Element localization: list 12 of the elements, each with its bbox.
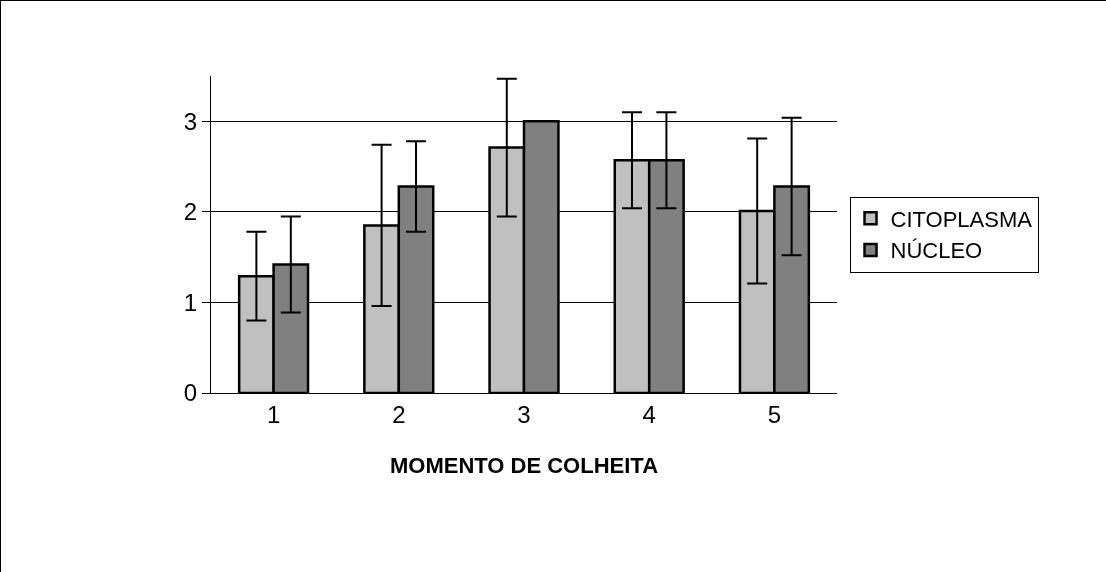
legend-label: CITOPLASMA — [890, 206, 1033, 232]
x-tick-label: 4 — [642, 400, 656, 428]
x-tick-label: 2 — [392, 400, 406, 428]
y-tick-label: 0 — [183, 379, 198, 407]
x-tick-label: 3 — [517, 400, 531, 428]
legend-label: NÚCLEO — [890, 238, 983, 264]
y-tick-label: 1 — [183, 288, 198, 316]
y-tick-label: 2 — [183, 198, 198, 226]
y-tick-label: 3 — [183, 107, 198, 135]
x-tick-label: 1 — [266, 400, 281, 428]
x-axis-title: MOMENTO DE COLHEITA — [389, 452, 659, 478]
x-tick-label: 5 — [767, 400, 782, 428]
